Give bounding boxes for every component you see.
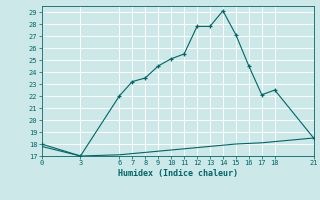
X-axis label: Humidex (Indice chaleur): Humidex (Indice chaleur) <box>118 169 237 178</box>
